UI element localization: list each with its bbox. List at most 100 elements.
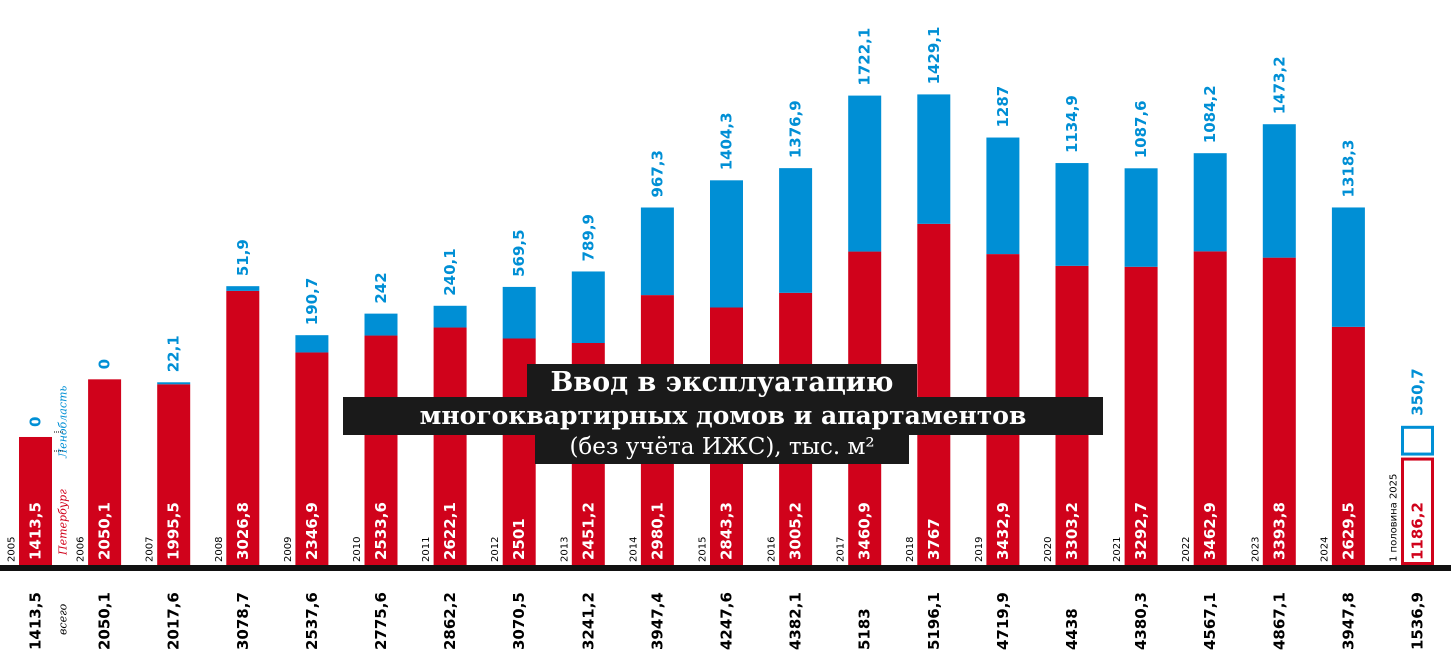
bar-lo xyxy=(1331,207,1365,327)
category-label: 2016 xyxy=(767,537,778,562)
data-label-spb: 3767 xyxy=(925,518,943,560)
data-label-lo: 1473,2 xyxy=(1270,56,1288,114)
category-label: 2005 xyxy=(7,537,18,562)
bar-spb xyxy=(157,384,191,565)
category-label: 2018 xyxy=(905,537,916,562)
bar-lo xyxy=(1055,163,1089,266)
data-label-spb: 3026,8 xyxy=(234,502,252,560)
bar-lo xyxy=(1193,153,1227,252)
chart-subtitle: (без учёта ИЖС), тыс. м² xyxy=(535,431,909,464)
data-label-spb: 2980,1 xyxy=(648,502,666,560)
category-label: 2015 xyxy=(698,537,709,562)
bar-spb xyxy=(1124,266,1158,565)
data-label-spb: 2533,6 xyxy=(372,502,390,560)
data-label-lo: 350,7 xyxy=(1409,368,1427,415)
category-label: 2023 xyxy=(1250,537,1261,562)
category-label: 2017 xyxy=(836,537,847,562)
bar-lo xyxy=(1124,168,1158,267)
category-label: 2014 xyxy=(628,537,639,562)
data-label-lo: 51,9 xyxy=(234,239,252,276)
total-label: 5196,1 xyxy=(925,592,943,650)
x-axis xyxy=(0,565,1451,571)
category-label: 2021 xyxy=(1112,537,1123,562)
bar-lo xyxy=(779,168,813,293)
bar-lo xyxy=(502,286,536,339)
bar-lo xyxy=(710,180,743,308)
bar-lo xyxy=(226,286,260,291)
total-label: 3947,8 xyxy=(1339,592,1357,650)
data-label-spb: 3303,2 xyxy=(1063,502,1081,560)
total-label: 2537,6 xyxy=(303,592,321,650)
category-label: 2007 xyxy=(145,537,156,562)
data-label-lo: 1087,6 xyxy=(1132,100,1150,158)
bar-spb xyxy=(917,223,951,565)
total-label: 4567,1 xyxy=(1201,592,1219,650)
total-label: 2017,6 xyxy=(165,592,183,650)
data-label-spb: 3432,9 xyxy=(994,502,1012,560)
bar-spb xyxy=(364,335,398,565)
bar-spb xyxy=(88,379,122,565)
data-label-spb: 1186,2 xyxy=(1409,502,1427,560)
bar-lo xyxy=(295,335,329,353)
category-label: 2024 xyxy=(1319,537,1330,562)
category-label: 2012 xyxy=(490,537,501,562)
data-label-lo: 0 xyxy=(27,417,45,427)
data-label-lo: 967,3 xyxy=(648,150,666,197)
bar-lo xyxy=(1262,124,1296,258)
data-label-spb: 1995,5 xyxy=(165,502,183,560)
data-label-lo: 1429,1 xyxy=(925,27,943,85)
data-label-lo: 22,1 xyxy=(165,335,183,372)
bar-spb xyxy=(295,352,329,565)
data-label-lo: 1084,2 xyxy=(1201,85,1219,143)
total-label: 4867,1 xyxy=(1270,592,1288,650)
total-label: 2050,1 xyxy=(96,592,114,650)
data-label-lo: 242 xyxy=(372,272,390,303)
data-label-spb: 2346,9 xyxy=(303,502,321,560)
bar-lo xyxy=(848,95,882,252)
category-label: 2019 xyxy=(974,537,985,562)
total-label: 4247,6 xyxy=(718,592,736,650)
data-label-lo: 1404,3 xyxy=(718,112,736,170)
bar-spb xyxy=(1262,257,1296,565)
total-label: 5183 xyxy=(856,608,874,650)
bar-spb xyxy=(19,436,52,565)
bar-spb xyxy=(1401,457,1434,565)
data-label-lo: 1376,9 xyxy=(787,100,805,158)
data-label-spb: 3005,2 xyxy=(787,502,805,560)
category-label: 2008 xyxy=(214,537,225,562)
data-label-spb: 3460,9 xyxy=(856,502,874,560)
data-label-spb: 3393,8 xyxy=(1270,502,1288,560)
total-label: 1413,5 xyxy=(27,592,45,650)
bar-spb xyxy=(433,327,467,565)
data-label-lo: 789,9 xyxy=(579,214,597,261)
total-label: 3241,2 xyxy=(579,592,597,650)
bar-lo xyxy=(571,271,605,344)
bar-spb xyxy=(226,290,260,565)
total-label: 4719,9 xyxy=(994,592,1012,650)
data-label-lo: 1318,3 xyxy=(1339,140,1357,198)
total-label: 4382,1 xyxy=(787,592,805,650)
bar-spb xyxy=(1193,251,1227,566)
category-label: 2020 xyxy=(1043,537,1054,562)
legend-total: всего xyxy=(57,603,70,635)
data-label-lo: 0 xyxy=(96,359,114,369)
chart-title-line2: многоквартирных домов и апартаментов xyxy=(343,397,1103,435)
bar-lo xyxy=(157,382,191,385)
chart-title: Ввод в эксплуатацию xyxy=(527,364,917,402)
data-label-lo: 240,1 xyxy=(441,248,459,295)
total-label: 1536,9 xyxy=(1409,592,1427,650)
data-label-spb: 2451,2 xyxy=(579,502,597,560)
bar-spb xyxy=(1331,326,1365,565)
category-label: 2013 xyxy=(559,537,570,562)
category-label: 2010 xyxy=(352,537,363,562)
category-label: 2009 xyxy=(283,537,294,562)
bar-lo xyxy=(433,305,467,328)
category-label: 2006 xyxy=(76,537,87,562)
data-label-spb: 2629,5 xyxy=(1339,502,1357,560)
total-label: 4438 xyxy=(1063,608,1081,650)
data-label-spb: 1413,5 xyxy=(27,502,45,560)
data-label-spb: 2050,1 xyxy=(96,502,114,560)
data-label-lo: 1722,1 xyxy=(856,28,874,86)
bar-lo xyxy=(986,137,1020,255)
